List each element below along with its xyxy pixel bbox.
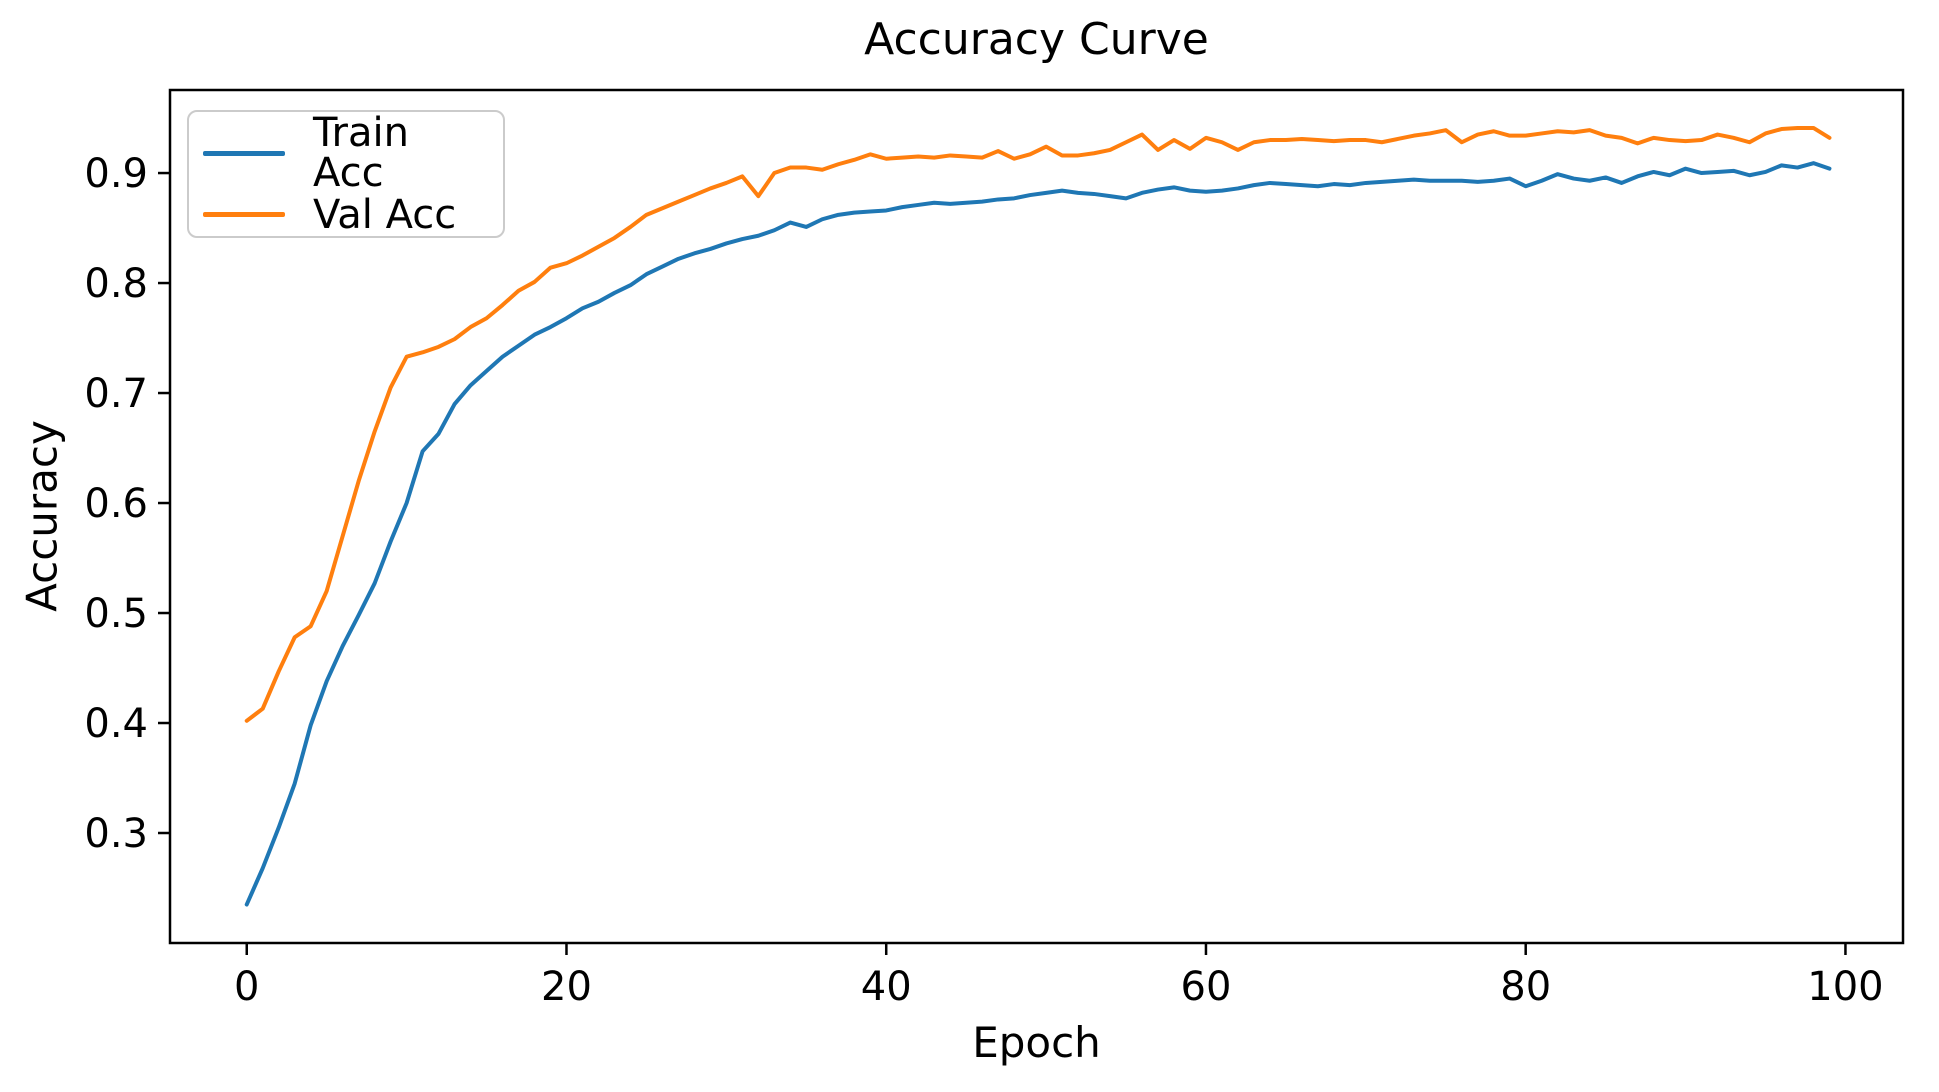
y-tick-label: 0.8: [84, 261, 148, 307]
x-tick-label: 100: [1807, 964, 1883, 1010]
val-acc-line: [244, 125, 1832, 723]
y-tick-label: 0.6: [84, 481, 148, 527]
train-acc-line-swatch: [203, 150, 285, 156]
y-axis-label: Accuracy: [17, 420, 67, 612]
chart-title: Accuracy Curve: [864, 14, 1209, 65]
x-tick-label: 40: [861, 964, 912, 1010]
plot-frame: [168, 88, 1905, 945]
legend-item-train: Train Acc: [203, 113, 489, 193]
x-axis-label: Epoch: [972, 1018, 1101, 1067]
x-tick-label: 80: [1500, 964, 1551, 1010]
val-acc-line-swatch: [203, 212, 285, 218]
legend-label-train: Train Acc: [313, 110, 409, 197]
y-tick-label: 0.9: [84, 151, 148, 197]
y-tick-label: 0.7: [84, 371, 148, 417]
x-tick-label: 60: [1181, 964, 1232, 1010]
y-tick-label: 0.4: [84, 701, 148, 747]
legend: Train Acc Val Acc: [187, 110, 505, 238]
legend-item-val: Val Acc: [203, 195, 489, 235]
y-tick-label: 0.5: [84, 591, 148, 637]
legend-label-val: Val Acc: [313, 191, 457, 238]
x-tick-label: 0: [234, 964, 259, 1010]
train-acc-line: [244, 161, 1832, 907]
x-tick-label: 20: [541, 964, 592, 1010]
y-tick-label: 0.3: [84, 811, 148, 857]
